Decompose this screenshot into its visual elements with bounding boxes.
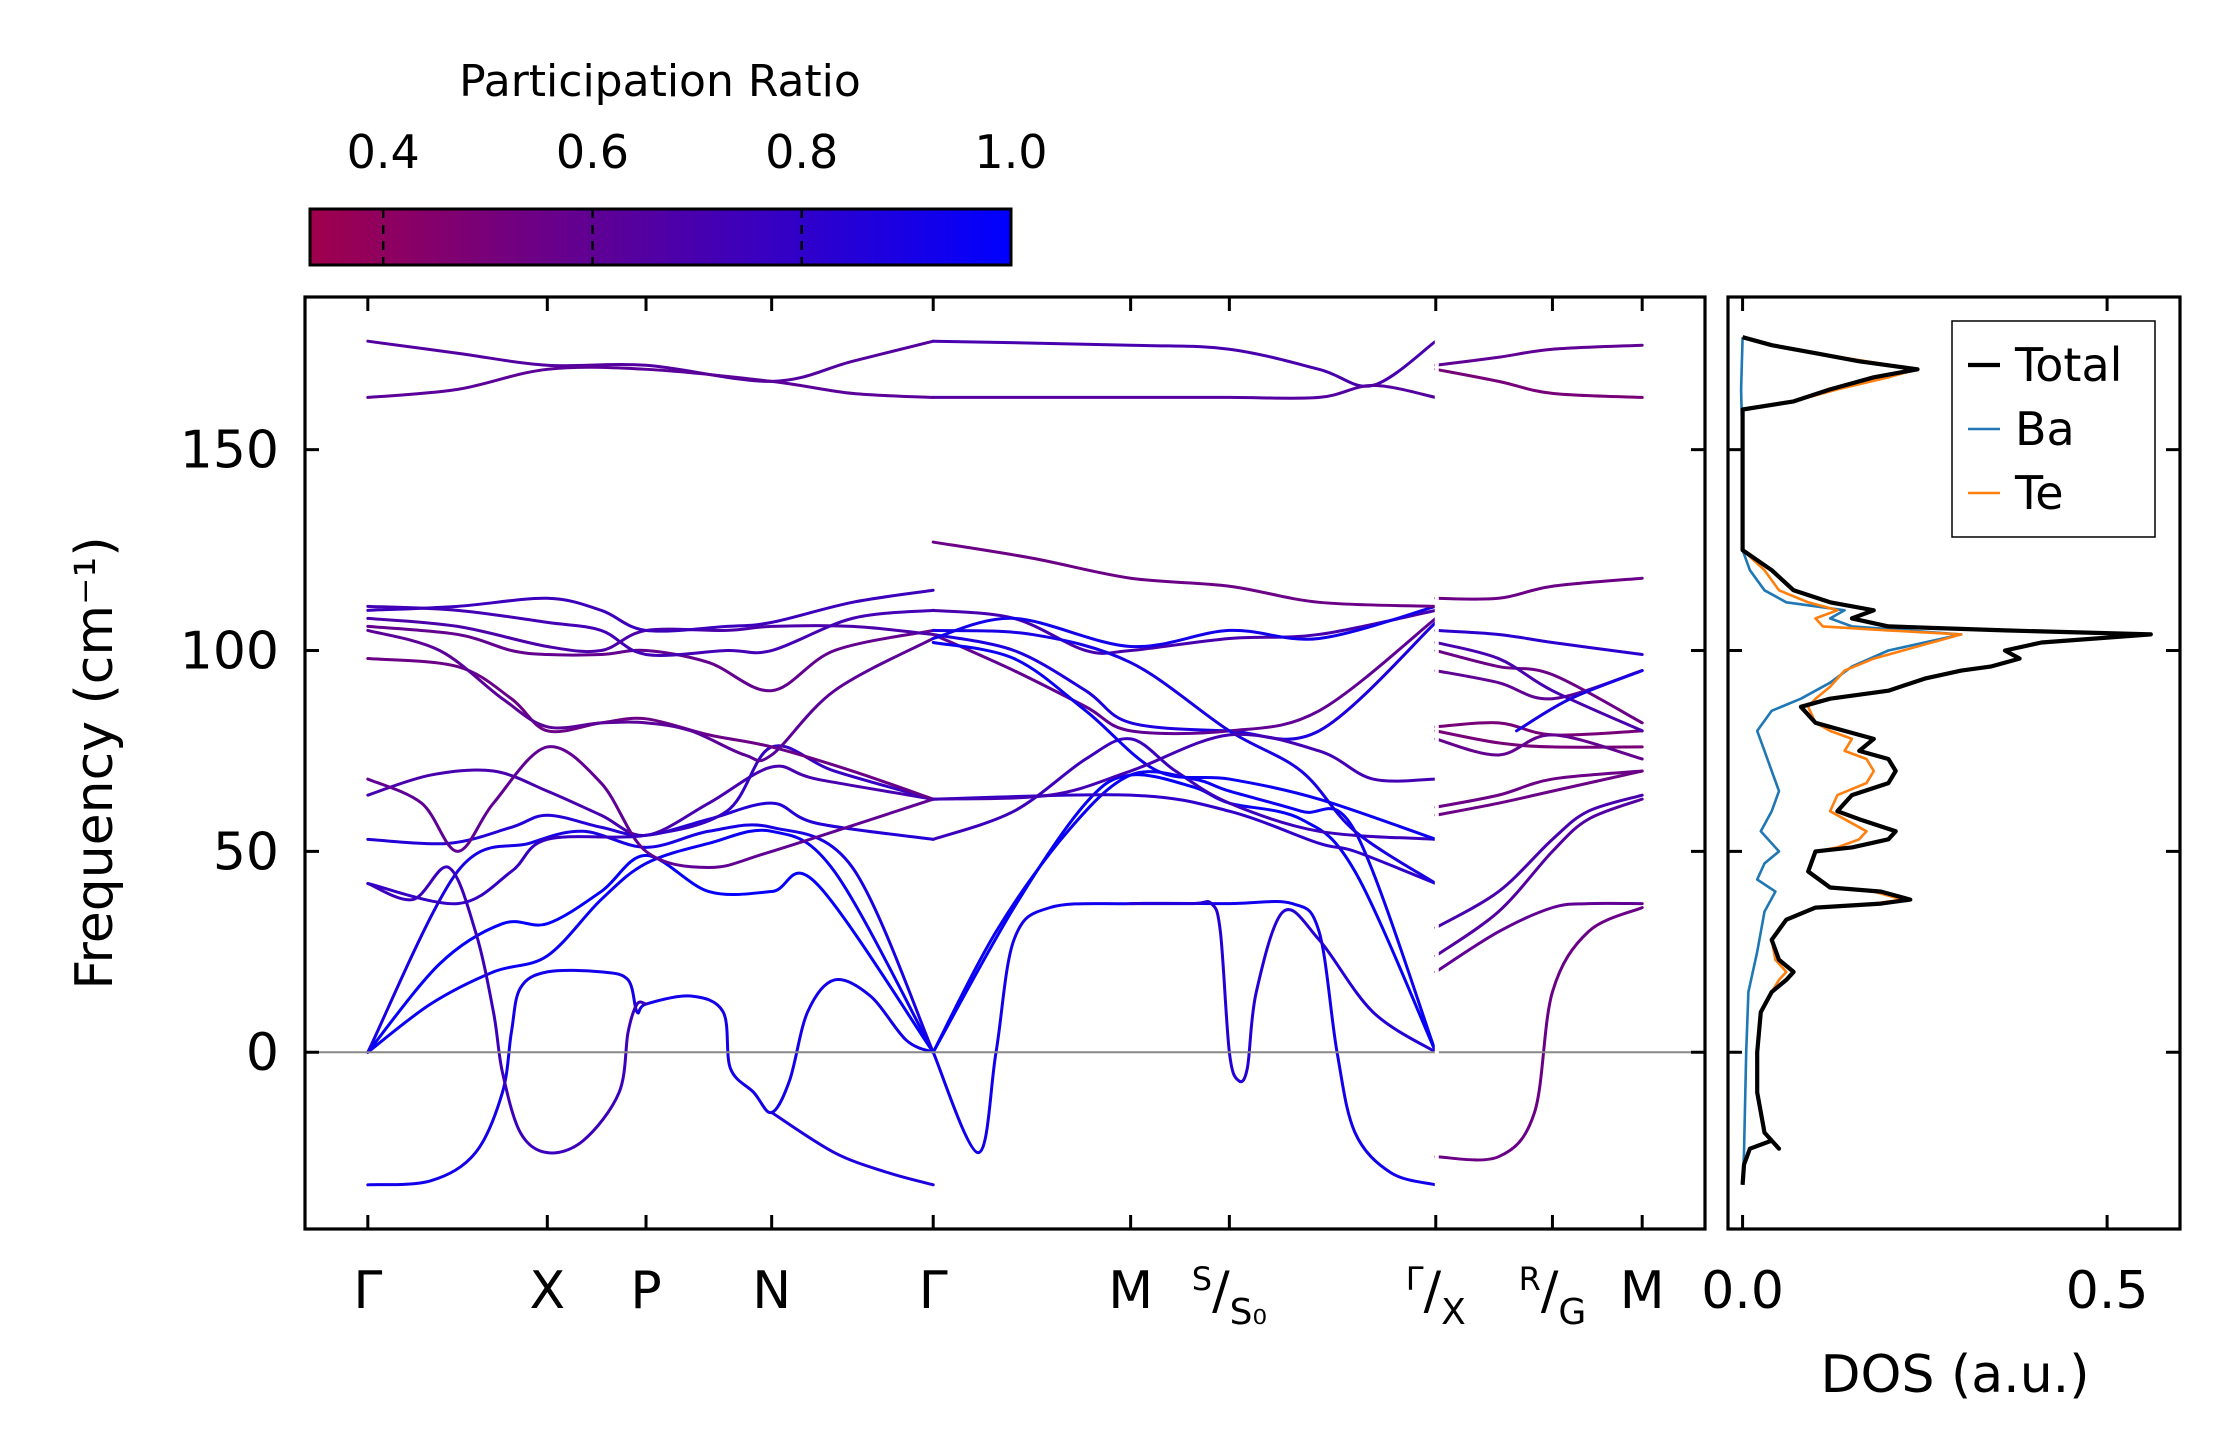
band-acoustic-1 xyxy=(366,828,935,1054)
band-xr-15 xyxy=(1515,669,1644,733)
legend-label-te: Te xyxy=(2014,466,2064,520)
band-xr-6 xyxy=(1434,769,1644,809)
band-gm-opt-d xyxy=(931,616,1438,736)
band-g-low-d xyxy=(366,744,935,906)
band-xr-5 xyxy=(1434,769,1644,817)
k-point-label: Γ/X xyxy=(1406,1260,1466,1333)
band-g-low-c xyxy=(366,745,935,869)
band-xr-3 xyxy=(1434,797,1644,958)
band-acoustic-2 xyxy=(366,853,935,1054)
k-point-label: R/G xyxy=(1519,1260,1587,1333)
legend-label-total: Total xyxy=(2014,338,2122,392)
band-g-mid-a xyxy=(366,657,935,801)
band-gm-opt-i xyxy=(931,604,1438,649)
band-gm-ac-3 xyxy=(931,900,1438,1187)
y-tick-label: 50 xyxy=(213,822,279,882)
y-tick-label: 100 xyxy=(180,622,279,682)
dos-legend: Total Ba Te xyxy=(1951,320,2156,538)
band-gm-opt-b xyxy=(931,793,1438,886)
dos-axes-frame xyxy=(1726,295,2182,1231)
band-xr-11 xyxy=(1434,649,1644,725)
k-point-label: X xyxy=(529,1261,565,1321)
band-axes-frame xyxy=(303,295,1707,1231)
band-gm-127 xyxy=(931,540,1438,608)
band-gm-opt-h xyxy=(931,732,1438,801)
colorbar-tick-label: 1.0 xyxy=(974,125,1047,179)
band-low-3 xyxy=(770,1111,935,1187)
y-axis-title-text: Frequency (cm⁻¹) xyxy=(65,536,125,989)
colorbar-tick-label: 0.6 xyxy=(556,125,629,179)
band-xr-12 xyxy=(1434,640,1644,733)
k-point-label: N xyxy=(752,1261,791,1321)
dos-x-tick-label: 0.0 xyxy=(1701,1261,1784,1321)
legend-label-ba: Ba xyxy=(2015,402,2075,456)
k-point-label: M xyxy=(1620,1261,1665,1321)
band-xr-9 xyxy=(1434,733,1644,761)
k-point-label: Γ xyxy=(919,1261,948,1321)
dos-line-total xyxy=(1740,335,2153,1185)
band-xr-8 xyxy=(1434,721,1644,737)
band-gm-opt-a xyxy=(931,737,1438,841)
dos-panel: 0.0 0.5 DOS (a.u.) Total Ba Te xyxy=(1701,295,2182,1405)
band-xr-1 xyxy=(1434,906,1644,1162)
dos-x-tick-label: 0.5 xyxy=(2066,1261,2149,1321)
k-point-label: Γ xyxy=(353,1261,382,1321)
band-g-low-a xyxy=(366,801,935,846)
band-g-mid-f xyxy=(366,588,935,633)
k-point-label: P xyxy=(630,1261,661,1321)
band-imag-2 xyxy=(366,865,648,1155)
dos-line-ba xyxy=(1739,337,1963,1185)
band-structure-panel: 0 50 100 150 Γ X P N Γ M S/S₀ Γ/X R/G M Frequency (c… xyxy=(65,295,1707,1333)
dos-line-te xyxy=(1741,335,1963,1185)
band-xr-top-a xyxy=(1434,343,1644,367)
k-point-label: M xyxy=(1108,1261,1153,1321)
colorbar: Participation Ratio 0.4 0.6 0.8 1.0 xyxy=(308,56,1048,267)
y-tick-label: 150 xyxy=(180,421,279,481)
band-xr-14 xyxy=(1434,576,1644,601)
band-g-mid-e xyxy=(366,604,935,657)
band-xr-13 xyxy=(1434,628,1644,657)
band-g-low-b xyxy=(366,764,935,837)
band-g-top-a xyxy=(366,339,935,383)
colorbar-tick-label: 0.8 xyxy=(765,125,838,179)
band-g-mid-b xyxy=(366,628,935,763)
k-point-label: S/S₀ xyxy=(1192,1260,1267,1333)
y-axis-title: Frequency (cm⁻¹) xyxy=(65,536,125,989)
band-gm-opt-c xyxy=(931,620,1438,741)
band-imag-1 xyxy=(366,968,935,1187)
band-xr-top-b xyxy=(1434,367,1644,399)
colorbar-gradient xyxy=(308,207,1013,267)
band-gm-opt-g xyxy=(931,640,1438,841)
band-gm-top-b xyxy=(931,383,1438,400)
band-gm-ac-4 xyxy=(1129,900,1438,1084)
band-gm-ac-2 xyxy=(931,773,1438,1054)
band-gm-top-a xyxy=(931,339,1438,388)
band-xr-4 xyxy=(1434,793,1644,930)
band-xr-2 xyxy=(1434,901,1644,974)
colorbar-title: Participation Ratio xyxy=(459,56,861,107)
band-acoustic-3 xyxy=(366,823,935,1054)
band-gm-opt-f xyxy=(931,628,1438,886)
colorbar-tick-label: 0.4 xyxy=(347,125,420,179)
band-g-top-b xyxy=(366,365,935,399)
y-tick-label: 0 xyxy=(246,1023,279,1083)
dos-x-axis-title: DOS (a.u.) xyxy=(1821,1345,2090,1405)
